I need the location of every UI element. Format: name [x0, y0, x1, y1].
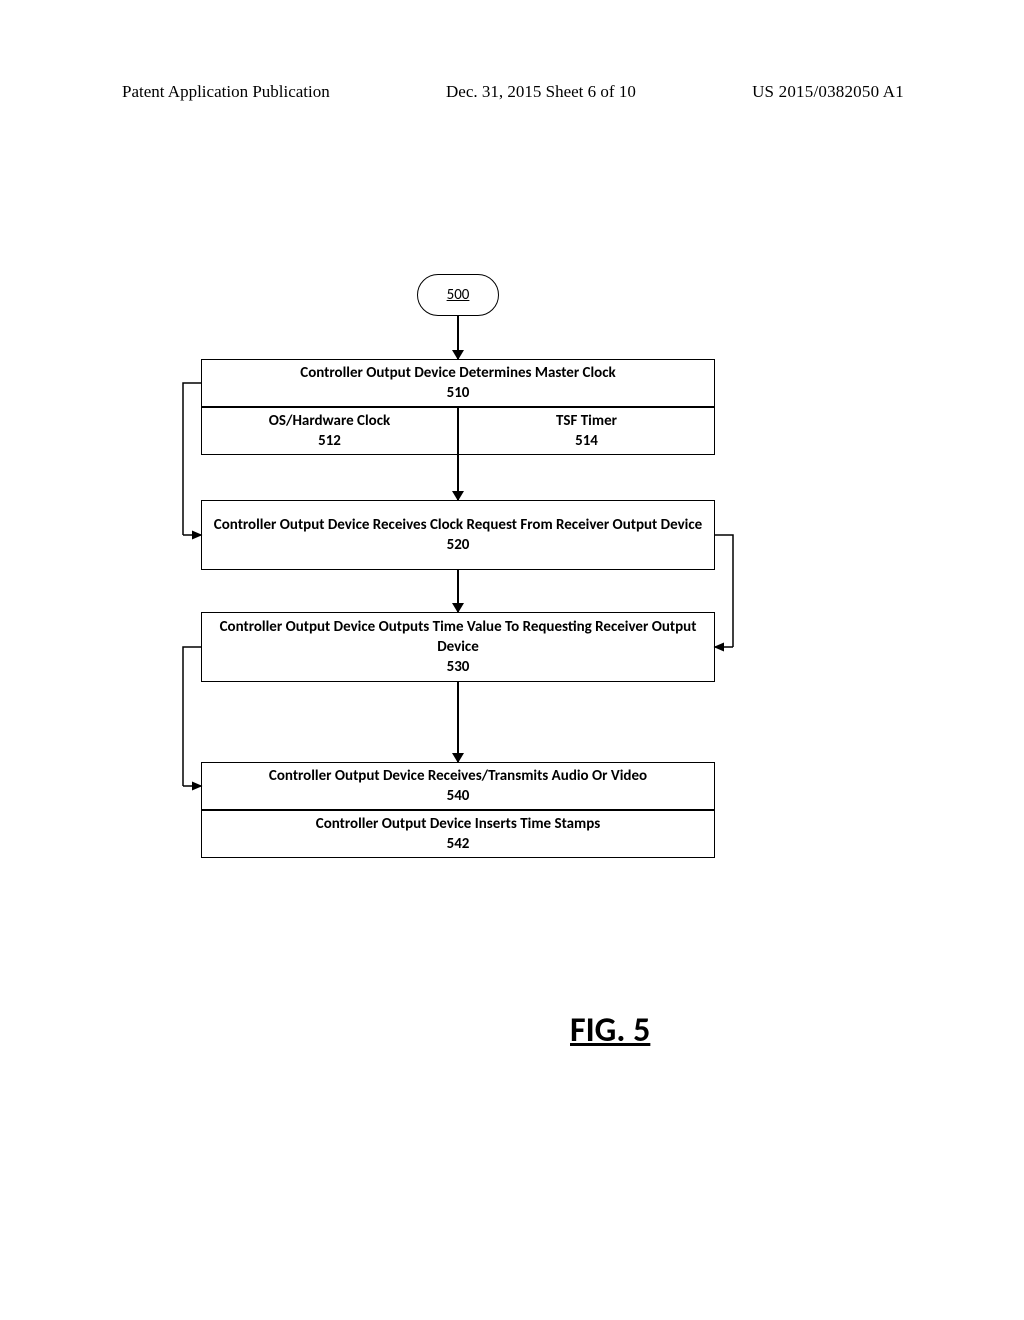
box-530-num: 530 [447, 657, 470, 677]
connector-510-to-520 [183, 383, 201, 535]
page: Patent Application Publication Dec. 31, … [0, 0, 1024, 1320]
connector-530-to-540 [183, 647, 201, 786]
box-512: OS/Hardware Clock 512 [201, 407, 458, 455]
box-542-num: 542 [447, 834, 470, 854]
box-514-title: TSF Timer [548, 411, 625, 431]
start-label: 500 [447, 286, 470, 304]
box-530-title: Controller Output Device Outputs Time Va… [202, 617, 714, 658]
box-512-num: 512 [318, 431, 341, 451]
start-terminator: 500 [417, 274, 499, 316]
box-540-title: Controller Output Device Receives/Transm… [261, 766, 655, 786]
box-510-title: Controller Output Device Determines Mast… [292, 363, 623, 383]
box-514: TSF Timer 514 [458, 407, 715, 455]
figure-label: FIG. 5 [570, 1010, 650, 1051]
box-520-num: 520 [447, 535, 470, 555]
box-520-title: Controller Output Device Receives Clock … [206, 515, 710, 535]
connector-520-to-530 [715, 535, 733, 647]
box-510: Controller Output Device Determines Mast… [201, 359, 715, 407]
arrow-510-to-520 [457, 455, 459, 500]
box-520: Controller Output Device Receives Clock … [201, 500, 715, 570]
box-510-num: 510 [447, 383, 470, 403]
arrow-500-to-510 [457, 316, 459, 359]
box-540: Controller Output Device Receives/Transm… [201, 762, 715, 810]
box-542-title: Controller Output Device Inserts Time St… [308, 814, 608, 834]
box-540-num: 540 [447, 786, 470, 806]
flowchart: 500 Controller Output Device Determines … [0, 0, 1024, 1320]
arrow-530-to-540 [457, 682, 459, 762]
box-542: Controller Output Device Inserts Time St… [201, 810, 715, 858]
arrow-520-to-530 [457, 570, 459, 612]
box-512-title: OS/Hardware Clock [261, 411, 398, 431]
box-514-num: 514 [575, 431, 598, 451]
box-530: Controller Output Device Outputs Time Va… [201, 612, 715, 682]
